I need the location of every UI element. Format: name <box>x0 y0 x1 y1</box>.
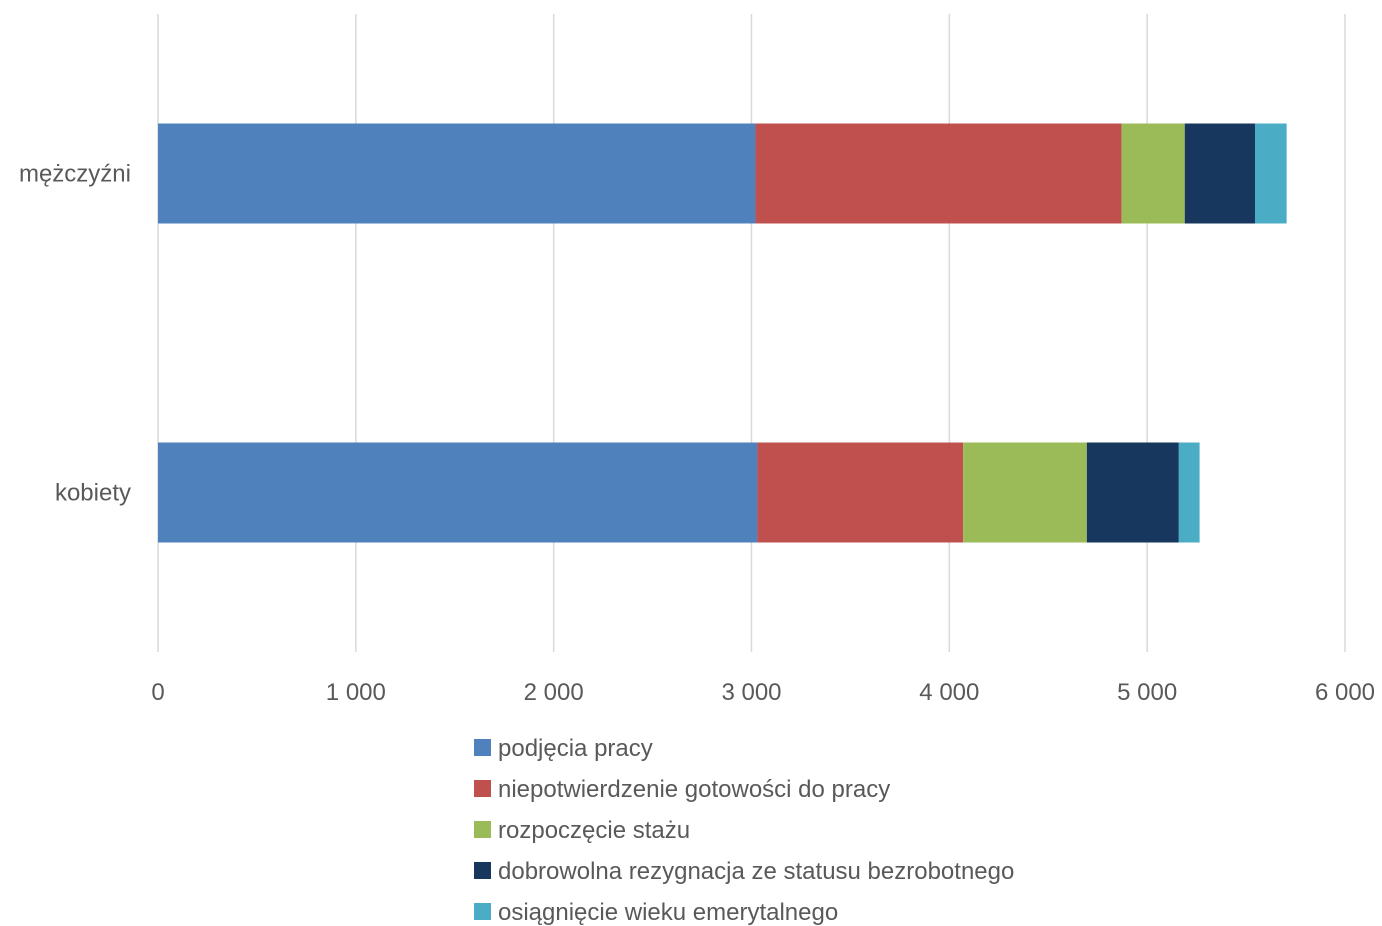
legend-swatch-1 <box>474 780 491 797</box>
x-tick-label-1: 1 000 <box>326 679 386 706</box>
bar-0-2 <box>1121 123 1185 224</box>
legend-swatch-3 <box>474 862 491 879</box>
bar-1-1 <box>757 442 964 543</box>
legend-label-3: dobrowolna rezygnacja ze statusu bezrobo… <box>498 858 1014 885</box>
grid-lines <box>157 14 1346 652</box>
x-tick-label-0: 0 <box>151 679 164 706</box>
category-label-0: mężczyźni <box>19 161 131 188</box>
bar-1-3 <box>1086 442 1179 543</box>
legend-label-4: osiągnięcie wieku emerytalnego <box>498 899 838 926</box>
bars <box>158 123 1287 543</box>
bar-0-4 <box>1254 123 1287 224</box>
legend-swatch-2 <box>474 821 491 838</box>
bar-0-1 <box>755 123 1122 224</box>
legend: podjęcia pracy niepotwierdzenie gotowości… <box>474 735 1014 926</box>
legend-swatch-4 <box>474 903 491 920</box>
category-labels: mężczyźni kobiety <box>19 161 131 507</box>
legend-label-2: rozpoczęcie stażu <box>498 817 690 844</box>
bar-0-0 <box>158 123 756 224</box>
category-label-1: kobiety <box>55 480 131 507</box>
x-tick-label-5: 5 000 <box>1117 679 1177 706</box>
x-tick-label-2: 2 000 <box>524 679 584 706</box>
bar-1-0 <box>158 442 758 543</box>
bar-1-2 <box>963 442 1087 543</box>
legend-label-1: niepotwierdzenie gotowości do pracy <box>498 776 890 803</box>
legend-label-0: podjęcia pracy <box>498 735 653 762</box>
legend-swatch-0 <box>474 739 491 756</box>
bar-0-3 <box>1184 123 1255 224</box>
x-tick-label-3: 3 000 <box>721 679 781 706</box>
bar-1-4 <box>1178 442 1200 543</box>
x-tick-label-6: 6 000 <box>1315 679 1375 706</box>
x-tick-label-4: 4 000 <box>919 679 979 706</box>
x-axis-ticks: 0 1 000 2 000 3 000 4 000 5 000 6 000 <box>151 679 1375 706</box>
